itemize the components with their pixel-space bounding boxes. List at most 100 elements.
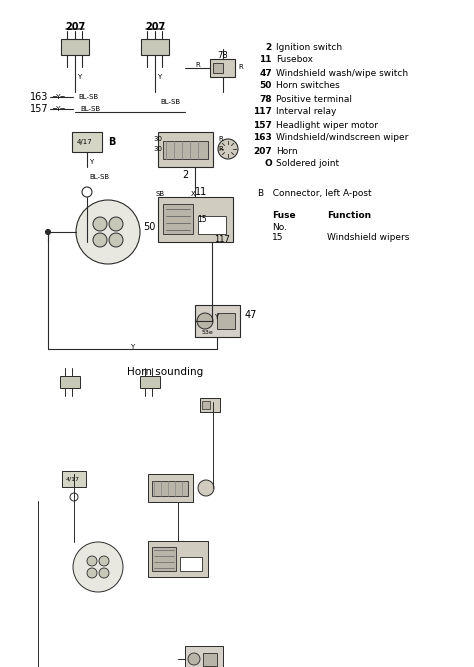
Bar	[72, 132, 102, 152]
Text: O: O	[264, 159, 272, 169]
Text: No.: No.	[272, 223, 287, 231]
Circle shape	[109, 217, 123, 231]
Text: Soldered joint: Soldered joint	[276, 159, 339, 169]
Bar	[148, 474, 193, 502]
Text: 207: 207	[253, 147, 272, 155]
Bar	[152, 547, 176, 571]
Bar	[217, 313, 235, 329]
Text: Y: Y	[214, 314, 218, 320]
Circle shape	[99, 556, 109, 566]
Bar	[148, 541, 208, 577]
Circle shape	[93, 233, 107, 247]
Text: BL-SB: BL-SB	[160, 99, 180, 105]
Text: Windshield wipers: Windshield wipers	[327, 233, 410, 243]
Bar	[60, 376, 80, 388]
Text: BL-SB: BL-SB	[89, 174, 109, 180]
Bar	[61, 39, 89, 55]
Text: Horn switches: Horn switches	[276, 81, 340, 91]
Text: 2: 2	[266, 43, 272, 51]
Text: Function: Function	[327, 211, 371, 221]
Bar	[213, 63, 223, 73]
Bar	[62, 471, 86, 487]
Text: Y: Y	[77, 74, 81, 80]
Text: R: R	[195, 62, 200, 68]
Bar	[200, 398, 220, 412]
Text: ─Y─: ─Y─	[52, 106, 65, 112]
Bar	[185, 646, 223, 667]
Text: 47: 47	[245, 310, 257, 320]
Text: 163: 163	[253, 133, 272, 143]
Text: Horn sounding: Horn sounding	[127, 367, 203, 377]
Text: R: R	[238, 64, 243, 70]
Bar	[202, 401, 210, 409]
Text: 157: 157	[30, 104, 49, 114]
Text: Fuse: Fuse	[272, 211, 296, 221]
Bar	[195, 305, 240, 337]
Bar	[141, 39, 169, 55]
Circle shape	[188, 653, 200, 665]
Bar	[210, 59, 235, 77]
Bar	[198, 216, 226, 234]
Text: Windshield wash/wipe switch: Windshield wash/wipe switch	[276, 69, 408, 77]
Text: 11: 11	[195, 187, 207, 197]
Bar	[152, 481, 188, 496]
Circle shape	[73, 542, 123, 592]
Text: 50: 50	[260, 81, 272, 91]
Bar	[180, 557, 202, 571]
Text: Windshield/windscreen wiper: Windshield/windscreen wiper	[276, 133, 409, 143]
Text: B   Connector, left A-post: B Connector, left A-post	[258, 189, 372, 199]
Text: 30: 30	[153, 146, 162, 152]
Bar	[203, 653, 217, 666]
Bar	[163, 204, 193, 234]
Text: 15: 15	[272, 233, 283, 243]
Text: 53e: 53e	[201, 331, 213, 336]
Text: BL-SB: BL-SB	[80, 106, 100, 112]
Text: Y: Y	[130, 344, 134, 350]
Text: Y: Y	[157, 74, 161, 80]
Circle shape	[46, 229, 51, 235]
Circle shape	[87, 556, 97, 566]
Text: BL-SB: BL-SB	[78, 94, 98, 100]
Circle shape	[218, 139, 238, 159]
Text: R: R	[218, 146, 223, 152]
Text: 117: 117	[214, 235, 230, 243]
Circle shape	[70, 493, 78, 501]
Text: 47: 47	[259, 69, 272, 77]
Circle shape	[82, 187, 92, 197]
Text: SB: SB	[156, 191, 165, 197]
Text: 11: 11	[259, 55, 272, 65]
Bar	[158, 132, 213, 167]
Text: ─Y─: ─Y─	[52, 94, 65, 100]
Text: 4/17: 4/17	[77, 139, 93, 145]
Circle shape	[198, 480, 214, 496]
Text: X: X	[191, 191, 196, 197]
Text: 2: 2	[182, 170, 188, 180]
Text: 30: 30	[153, 136, 162, 142]
Text: 157: 157	[253, 121, 272, 129]
Bar	[163, 141, 208, 159]
Text: 117: 117	[253, 107, 272, 117]
Circle shape	[76, 200, 140, 264]
Text: R: R	[218, 136, 223, 142]
Text: 78: 78	[259, 95, 272, 103]
Text: Headlight wiper motor: Headlight wiper motor	[276, 121, 378, 129]
Text: 78: 78	[218, 51, 228, 59]
Text: 15: 15	[197, 215, 207, 225]
Text: 4/17: 4/17	[66, 476, 80, 482]
Circle shape	[93, 217, 107, 231]
Text: Interval relay: Interval relay	[276, 107, 337, 117]
Circle shape	[87, 568, 97, 578]
Text: Ignition switch: Ignition switch	[276, 43, 342, 51]
Circle shape	[197, 313, 213, 329]
Text: B: B	[108, 137, 115, 147]
Circle shape	[99, 568, 109, 578]
Text: 207: 207	[145, 22, 165, 32]
Circle shape	[109, 233, 123, 247]
Text: 50: 50	[143, 222, 155, 232]
Text: Y: Y	[89, 159, 93, 165]
Bar	[140, 376, 160, 388]
Text: Positive terminal: Positive terminal	[276, 95, 352, 103]
Text: Fusebox: Fusebox	[276, 55, 313, 65]
Bar	[158, 197, 233, 242]
Text: 163: 163	[30, 92, 48, 102]
